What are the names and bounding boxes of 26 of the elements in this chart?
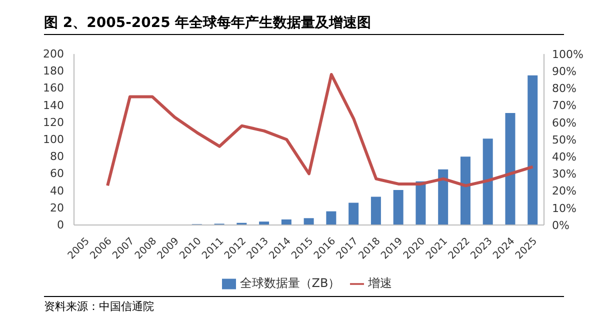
y-tick-label: 0 [57, 218, 64, 232]
y-tick-label: 40 [50, 184, 64, 198]
y2-tick-label: 50% [552, 133, 576, 146]
y-tick-label: 100 [43, 133, 64, 146]
y2-tick-label: 40% [552, 150, 576, 164]
y2-tick-label: 20% [552, 184, 576, 198]
y-tick-label: 160 [43, 82, 64, 95]
chart-title: 图 2、2005-2025 年全球每年产生数据量及增速图 [44, 14, 564, 35]
y2-tick-label: 90% [552, 65, 576, 78]
y-tick-label: 60 [50, 167, 64, 180]
y2-tick-label: 30% [552, 168, 576, 181]
y2-tick-label: 10% [552, 202, 576, 215]
y-tick-label: 80 [50, 150, 64, 164]
y2-tick-label: 100% [552, 48, 584, 61]
text: 资料来源：中国信通院 [44, 300, 154, 313]
y2-tick-label: 0% [552, 218, 570, 232]
y-tick-label: 120 [43, 116, 64, 129]
legend-label: 增速 [368, 276, 392, 290]
y-tick-label: 140 [43, 98, 64, 112]
y2-tick-label: 70% [552, 99, 576, 112]
y2-tick-label: 60% [552, 116, 576, 130]
y2-tick-label: 80% [552, 82, 576, 96]
y-tick-label: 200 [43, 48, 64, 60]
y-tick-label: 20 [50, 201, 64, 214]
y-tick-label: 180 [43, 64, 64, 78]
legend-label: 全球数据量（ZB） [240, 276, 340, 290]
